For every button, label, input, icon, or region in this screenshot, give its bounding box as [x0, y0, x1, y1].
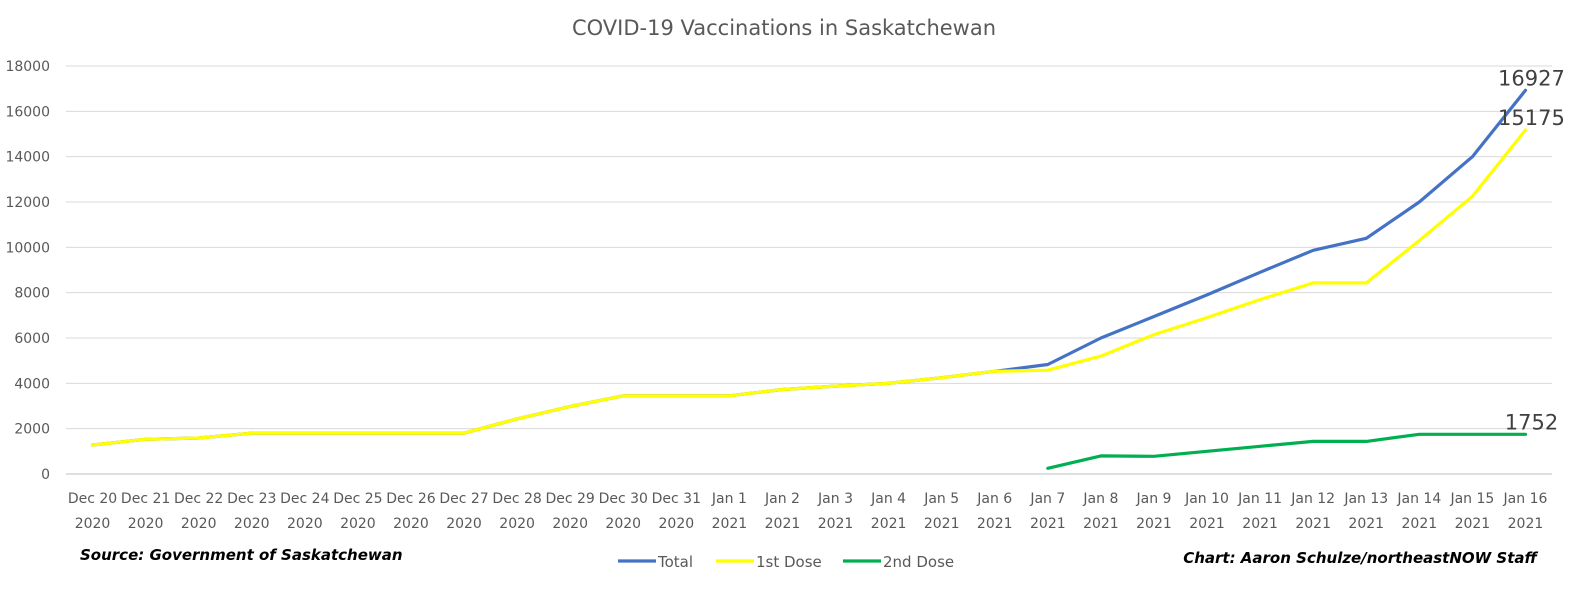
x-tick-label: Dec 30 — [599, 491, 648, 507]
x-tick-label: Jan 7 — [1029, 491, 1065, 507]
x-tick-label: Jan 11 — [1237, 491, 1282, 507]
x-tick-year: 2021 — [977, 516, 1013, 532]
x-tick-year: 2021 — [1030, 516, 1066, 532]
x-tick-year: 2020 — [234, 516, 270, 532]
y-tick-label: 18000 — [5, 59, 50, 75]
end-labels: 16927 15175 1752 — [1498, 66, 1565, 434]
x-tick-year: 2020 — [181, 516, 217, 532]
x-tick-year: 2020 — [605, 516, 641, 532]
series-line-total — [90, 88, 1528, 447]
chart-credit: Chart: Aaron Schulze/northeastNOW Staff — [1183, 549, 1537, 567]
x-tick-label: Dec 23 — [227, 491, 276, 507]
legend-label: 2nd Dose — [883, 553, 954, 571]
y-tick-label: 6000 — [14, 331, 50, 347]
x-tick-label: Jan 2 — [764, 491, 800, 507]
x-tick-label: Dec 21 — [121, 491, 170, 507]
x-tick-year: 2021 — [871, 516, 907, 532]
x-tick-year: 2021 — [712, 516, 748, 532]
legend-label: Total — [657, 553, 693, 571]
x-tick-year: 2021 — [1242, 516, 1278, 532]
y-tick-label: 0 — [41, 467, 50, 483]
y-tick-label: 2000 — [14, 422, 50, 438]
x-tick-label: Jan 15 — [1449, 491, 1494, 507]
x-tick-label: Jan 14 — [1396, 491, 1441, 507]
x-tick-label: Dec 22 — [174, 491, 223, 507]
x-tick-year: 2020 — [552, 516, 588, 532]
x-axis: Dec 20 2020 Dec 21 2020 Dec 22 2020 Dec 23 2020… — [68, 491, 1548, 532]
legend: Total 1st Dose 2nd Dose — [618, 553, 954, 571]
x-tick-year: 2020 — [499, 516, 535, 532]
x-tick-year: 2021 — [1402, 516, 1438, 532]
x-tick-year: 2020 — [75, 516, 111, 532]
x-tick-year: 2021 — [1348, 516, 1384, 532]
x-tick-year: 2020 — [340, 516, 376, 532]
x-tick-label: Dec 29 — [545, 491, 594, 507]
x-tick-year: 2020 — [659, 516, 695, 532]
x-tick-label: Dec 20 — [68, 491, 117, 507]
y-tick-label: 4000 — [14, 376, 50, 392]
x-tick-label: Jan 3 — [817, 491, 853, 507]
x-tick-label: Jan 13 — [1343, 491, 1388, 507]
x-tick-label: Jan 4 — [870, 491, 906, 507]
x-tick-year: 2021 — [1136, 516, 1172, 532]
y-tick-label: 12000 — [5, 195, 50, 211]
x-tick-label: Jan 6 — [976, 491, 1012, 507]
x-tick-label: Dec 26 — [386, 491, 435, 507]
source-note: Source: Government of Saskatchewan — [80, 546, 403, 564]
y-tick-label: 10000 — [5, 240, 50, 256]
x-tick-year: 2020 — [446, 516, 482, 532]
x-tick-label: Jan 8 — [1082, 491, 1118, 507]
series-line-1st-dose — [90, 128, 1528, 447]
x-tick-label: Jan 5 — [923, 491, 959, 507]
x-tick-label: Jan 16 — [1503, 491, 1548, 507]
x-tick-year: 2021 — [1189, 516, 1225, 532]
x-tick-year: 2021 — [1455, 516, 1491, 532]
x-tick-year: 2020 — [128, 516, 164, 532]
x-tick-label: Jan 12 — [1290, 491, 1335, 507]
x-tick-label: Dec 31 — [652, 491, 701, 507]
x-tick-label: Dec 24 — [280, 491, 329, 507]
x-tick-label: Jan 10 — [1184, 491, 1229, 507]
x-tick-year: 2021 — [1083, 516, 1119, 532]
x-tick-year: 2021 — [765, 516, 801, 532]
y-tick-label: 14000 — [5, 150, 50, 166]
x-tick-label: Dec 25 — [333, 491, 382, 507]
y-axis: 0 2000 4000 6000 8000 10000 12000 14000 16000 180… — [5, 59, 50, 483]
x-tick-label: Dec 28 — [492, 491, 541, 507]
end-label: 15175 — [1498, 106, 1565, 130]
x-tick-year: 2021 — [924, 516, 960, 532]
y-tick-label: 8000 — [14, 286, 50, 302]
x-tick-label: Jan 1 — [711, 491, 747, 507]
x-tick-year: 2021 — [1295, 516, 1331, 532]
end-label: 1752 — [1505, 410, 1558, 434]
gridlines — [66, 65, 1552, 475]
x-tick-year: 2020 — [393, 516, 429, 532]
x-tick-label: Jan 9 — [1135, 491, 1171, 507]
y-tick-label: 16000 — [5, 104, 50, 120]
chart-title: COVID-19 Vaccinations in Saskatchewan — [572, 16, 996, 40]
legend-label: 1st Dose — [756, 553, 822, 571]
series-line-2nd-dose — [1046, 432, 1528, 470]
x-tick-label: Dec 27 — [439, 491, 488, 507]
x-tick-year: 2021 — [818, 516, 854, 532]
series-lines — [90, 88, 1528, 470]
x-tick-year: 2020 — [287, 516, 323, 532]
end-label: 16927 — [1498, 66, 1565, 90]
x-tick-year: 2021 — [1508, 516, 1544, 532]
